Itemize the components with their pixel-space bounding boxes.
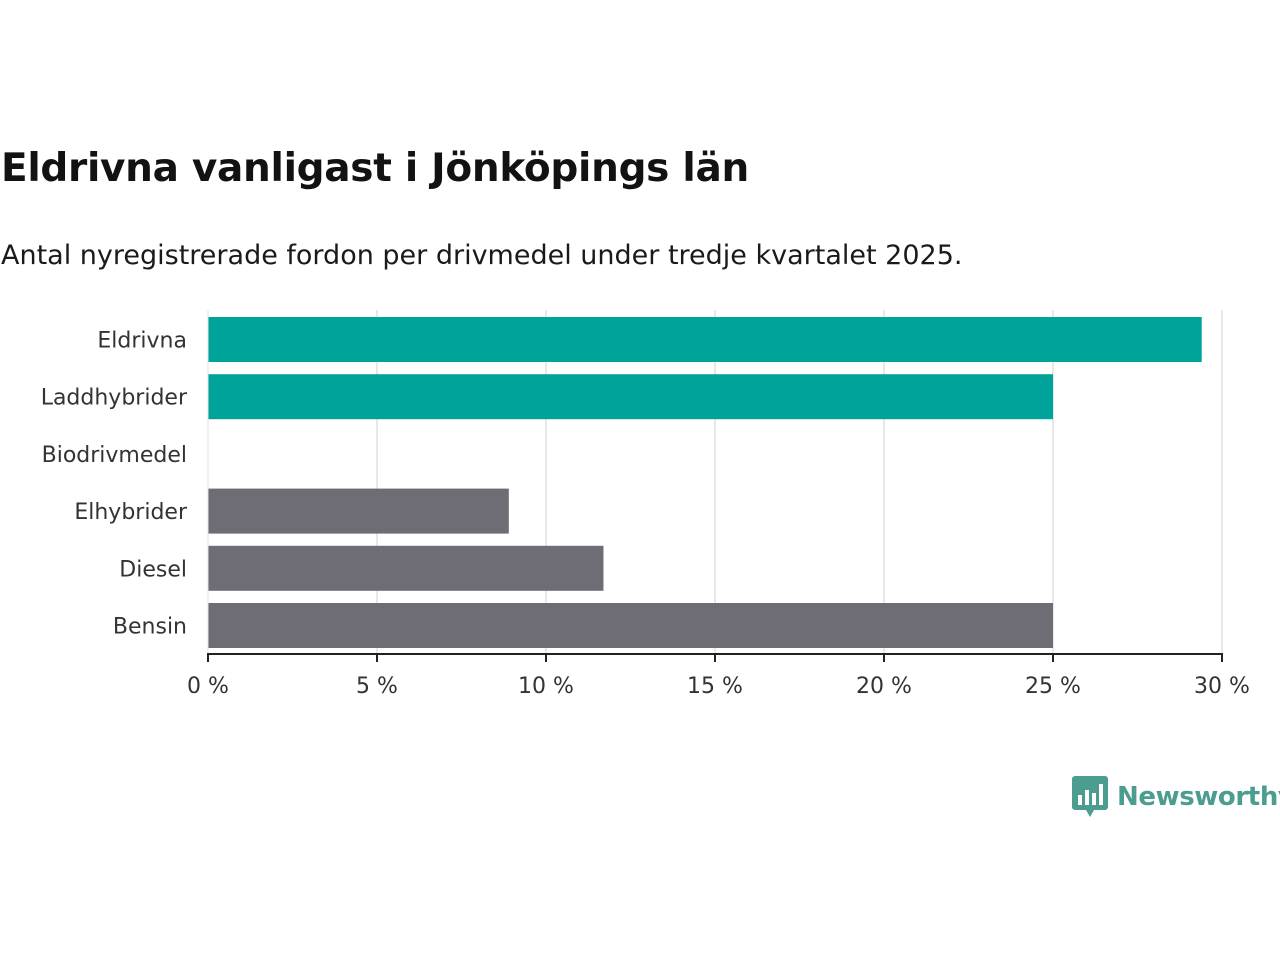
bar-elhybrider [208, 488, 509, 534]
bar-bensin [208, 603, 1053, 648]
x-axis: 0 % 5 % 10 % 15 % 20 % 25 % 30 % [187, 310, 1250, 699]
x-tick-label: 30 % [1194, 674, 1250, 699]
chart-subtitle: Antal nyregistrerade fordon per drivmede… [1, 240, 963, 271]
brand-name: Newsworthy [1117, 782, 1280, 812]
x-tick-label: 20 % [856, 674, 912, 699]
bars [208, 317, 1202, 648]
bar-eldrivna [208, 317, 1202, 362]
category-label: Laddhybrider [41, 386, 188, 411]
gridlines [376, 310, 1223, 654]
category-label: Bensin [113, 615, 187, 640]
x-tick-label: 5 % [356, 674, 398, 699]
x-tick-label: 0 % [187, 674, 229, 699]
bar-diesel [208, 545, 604, 591]
newsworthy-logo: Newsworthy [1072, 776, 1280, 818]
chart-title: Eldrivna vanligast i Jönköpings län [1, 146, 749, 191]
x-tick-label: 25 % [1025, 674, 1081, 699]
category-label: Diesel [119, 557, 187, 582]
bar-chart: 0 % 5 % 10 % 15 % 20 % 25 % 30 % Eldrivna Laddh… [41, 310, 1250, 699]
category-label: Biodrivmedel [42, 443, 187, 468]
x-tick-label: 15 % [687, 674, 743, 699]
category-label: Elhybrider [74, 500, 188, 525]
category-labels: Eldrivna Laddhybrider Biodrivmedel Elhybrid… [41, 329, 188, 640]
newsworthy-logo-icon [1072, 776, 1108, 817]
category-label: Eldrivna [97, 329, 187, 354]
bar-laddhybrider [208, 374, 1053, 420]
x-tick-label: 10 % [518, 674, 574, 699]
